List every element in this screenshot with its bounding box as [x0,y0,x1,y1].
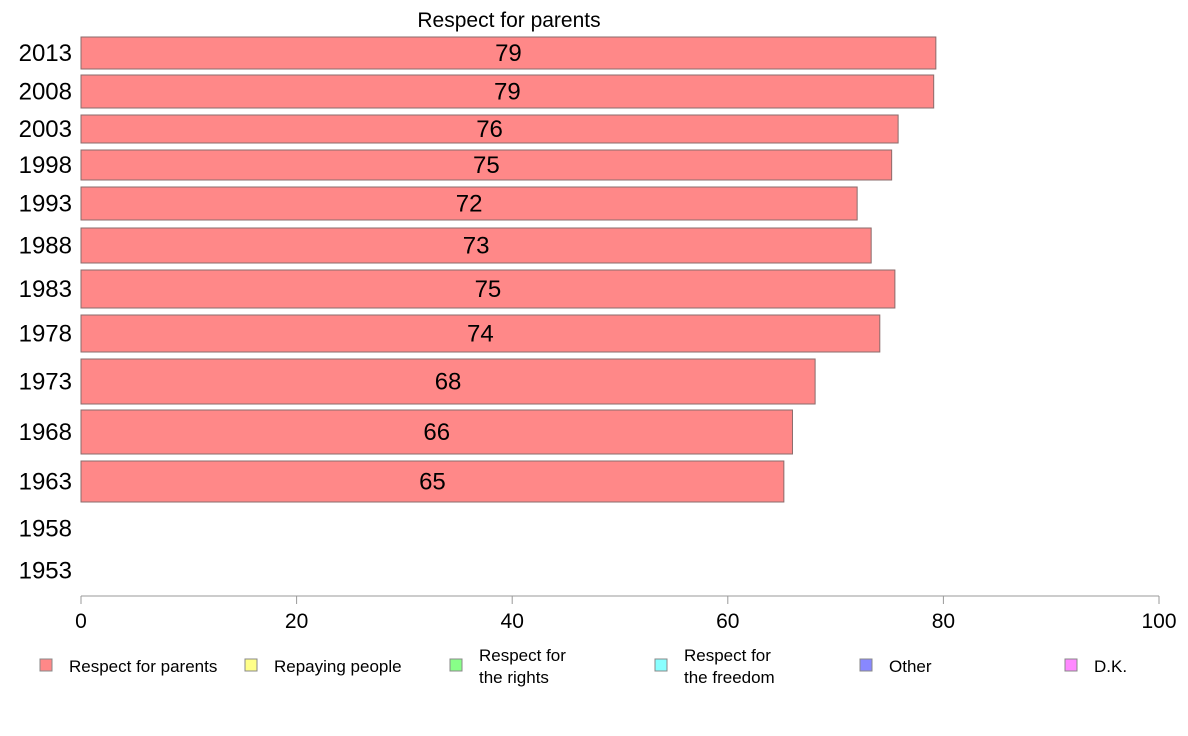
bar-value-label: 68 [435,369,462,396]
bar-value-label: 75 [475,276,502,303]
y-tick-label: 1978 [19,321,72,348]
legend-label: Respect for parents [69,657,217,676]
bar-value-label: 66 [423,419,450,446]
bar [80,227,872,264]
x-tick-label: 80 [932,610,955,633]
bar-value-label: 74 [467,321,494,348]
bar-value-label: 76 [476,116,503,143]
legend-swatch [1064,658,1078,672]
bar [80,314,881,353]
x-tick-label: 60 [716,610,739,633]
legend-label: Respect for [479,646,566,665]
legend-swatch [244,658,258,672]
bar [80,36,937,70]
bar [80,358,816,405]
y-tick-label: 2013 [19,40,72,67]
bar [80,149,893,181]
y-tick-label: 1998 [19,152,72,179]
bar-value-label: 65 [419,469,446,496]
y-tick-label: 1973 [19,369,72,396]
y-tick-label: 2003 [19,116,72,143]
legend-label: Respect for [684,646,771,665]
y-tick-label: 2008 [19,79,72,106]
bar [80,186,858,221]
y-tick-label: 1988 [19,233,72,260]
bar-value-label: 73 [463,233,490,260]
y-tick-label: 1958 [19,516,72,543]
legend: Respect for parents Repaying people Respec… [39,646,1127,687]
bar [80,460,785,503]
bar-value-label: 79 [495,40,522,67]
y-axis-labels: 2013 2008 2003 1998 1993 1988 1983 1978 1973 1968… [19,40,72,585]
bar-value-label: 75 [473,152,500,179]
y-tick-label: 1993 [19,191,72,218]
y-tick-label: 1983 [19,276,72,303]
x-tick-label: 100 [1141,610,1176,633]
legend-label: the rights [479,668,549,687]
legend-label: Repaying people [274,657,402,676]
legend-swatch [39,658,53,672]
bar [80,114,899,144]
legend-swatch [449,658,463,672]
bar-value-label: 79 [494,79,521,106]
legend-label: D.K. [1094,657,1127,676]
chart-title: Respect for parents [417,9,600,32]
legend-swatch [859,658,873,672]
bar-value-label: 72 [456,191,483,218]
bar [80,74,935,109]
bar [80,409,793,455]
y-tick-label: 1953 [19,558,72,585]
legend-swatch [654,658,668,672]
x-tick-label: 20 [285,610,308,633]
y-tick-label: 1963 [19,469,72,496]
x-tick-label: 40 [501,610,524,633]
legend-label: Other [889,657,932,676]
x-axis: 0 20 40 60 80 100 [75,595,1177,633]
legend-label: the freedom [684,668,775,687]
x-tick-label: 0 [75,610,87,633]
bar [80,269,896,309]
y-tick-label: 1968 [19,419,72,446]
